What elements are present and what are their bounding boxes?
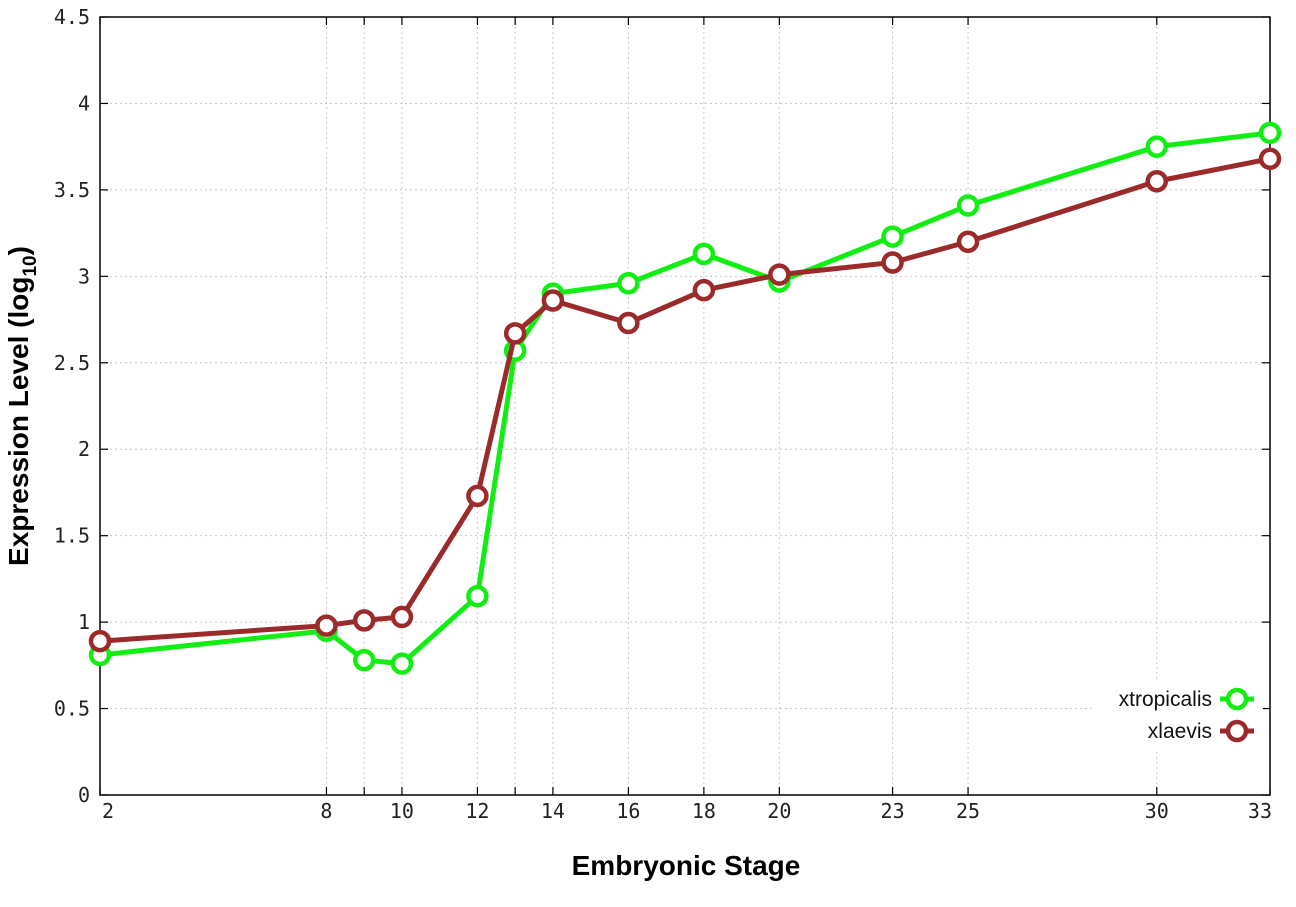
data-point-xlaevis [692, 278, 716, 302]
data-point-xtropicalis [466, 584, 489, 608]
series-line-xlaevis [99, 156, 1271, 644]
x-tick-label: 25 [956, 799, 980, 823]
x-tick-label: 18 [692, 799, 716, 823]
x-tick-label: 20 [767, 799, 791, 823]
grid-lines [100, 17, 1270, 795]
data-point-xlaevis [1145, 169, 1169, 193]
y-tick-label: 4.5 [54, 5, 90, 29]
legend-marker-xlaevis [1225, 719, 1249, 743]
data-point-xtropicalis [1258, 121, 1282, 145]
y-tick-labels: 0 0.5 1 1.5 2 2.5 3 3.5 4 4.5 [54, 5, 90, 807]
plot-frame [99, 16, 1271, 796]
y-tick-label: 1.5 [54, 524, 90, 548]
data-point-xlaevis [503, 322, 527, 345]
data-point-xlaevis [881, 251, 904, 274]
x-tick-label: 33 [1248, 799, 1272, 823]
y-tick-label: 1 [78, 610, 90, 634]
data-point-xtropicalis [1145, 135, 1169, 158]
y-axis-title-close: ) [3, 246, 34, 255]
data-point-xlaevis [315, 614, 338, 637]
data-point-xlaevis [352, 609, 376, 632]
series-xtropicalis [88, 121, 1282, 675]
data-point-xlaevis [768, 263, 791, 286]
x-tick-label: 16 [616, 799, 640, 823]
x-tick-labels: 2 8 10 12 14 16 18 20 23 25 30 33 [102, 799, 1272, 823]
y-axis-title-subscript: 10 [20, 255, 41, 276]
y-tick-label: 3.5 [54, 178, 90, 202]
series-xlaevis [88, 147, 1282, 653]
x-axis-title: Embryonic Stage [572, 850, 801, 881]
x-tick-label: 2 [102, 799, 114, 823]
legend-label-xtropicalis: xtropicalis [1119, 688, 1212, 711]
y-axis-title-main: Expression Level (log [3, 277, 34, 566]
x-tick-label: 8 [320, 799, 332, 823]
data-point-xlaevis [1258, 147, 1282, 171]
y-axis-title: Expression Level (log10) [3, 246, 41, 566]
data-point-xlaevis [466, 484, 489, 508]
y-tick-label: 4 [78, 91, 90, 115]
data-point-xlaevis [390, 605, 414, 629]
legend-label-xlaevis: xlaevis [1148, 720, 1212, 743]
data-point-xtropicalis [692, 242, 716, 266]
data-point-xtropicalis [390, 652, 414, 675]
x-tick-label: 23 [881, 799, 905, 823]
data-point-xtropicalis [617, 271, 640, 295]
data-point-xlaevis [541, 289, 565, 312]
axis-ticks [99, 16, 1271, 796]
x-tick-label: 14 [541, 799, 565, 823]
y-tick-label: 0.5 [54, 697, 90, 721]
data-point-xtropicalis [956, 194, 980, 217]
x-tick-label: 10 [390, 799, 414, 823]
x-tick-label: 30 [1145, 799, 1169, 823]
data-point-xlaevis [617, 311, 640, 335]
legend: xtropicalis xlaevis [1093, 680, 1263, 750]
series-line-xtropicalis [99, 130, 1271, 667]
y-tick-label: 0 [78, 783, 90, 807]
y-tick-label: 2.5 [54, 351, 90, 375]
y-tick-label: 3 [78, 264, 90, 288]
x-tick-label: 12 [465, 799, 489, 823]
data-point-xtropicalis [352, 648, 376, 672]
y-tick-label: 2 [78, 437, 90, 461]
data-point-xlaevis [88, 629, 112, 653]
data-point-xlaevis [956, 230, 980, 254]
series-layer [88, 121, 1282, 675]
data-point-xtropicalis [881, 225, 904, 248]
legend-marker-xtropicalis [1225, 687, 1249, 711]
